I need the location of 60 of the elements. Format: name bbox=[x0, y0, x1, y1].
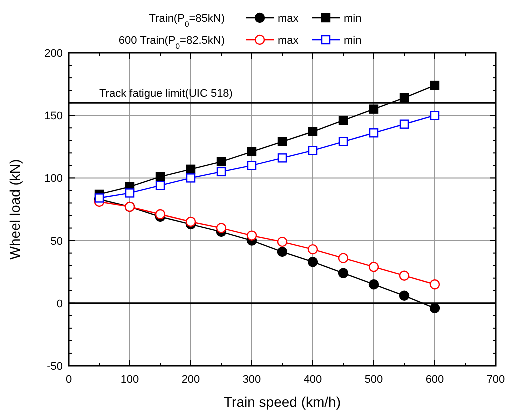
y-tick-label: 0 bbox=[56, 298, 63, 310]
point bbox=[247, 161, 257, 170]
point bbox=[278, 154, 288, 163]
legend-label: min bbox=[344, 13, 362, 25]
point bbox=[277, 236, 288, 248]
text: Train(P$_{0}$=85kN) bbox=[149, 13, 225, 28]
point bbox=[338, 268, 349, 278]
point bbox=[369, 128, 379, 138]
y-axis-title: Wheel load (kN) bbox=[7, 159, 23, 260]
point bbox=[308, 244, 318, 255]
point bbox=[368, 280, 380, 290]
point bbox=[247, 147, 257, 157]
x-tick-label: 600 bbox=[426, 374, 444, 386]
point bbox=[156, 181, 166, 190]
x-tick-label: 0 bbox=[66, 374, 72, 386]
point bbox=[186, 174, 196, 183]
point bbox=[216, 167, 226, 177]
point bbox=[308, 146, 318, 156]
x-tick-label: 500 bbox=[364, 374, 384, 386]
point bbox=[186, 216, 196, 228]
point bbox=[430, 280, 440, 290]
y-tick-label: -50 bbox=[47, 361, 63, 373]
point bbox=[430, 111, 440, 120]
point bbox=[308, 127, 318, 136]
text: 600 Train(P$_{0}$=82.5kN) bbox=[118, 35, 225, 50]
x-tick-label: 100 bbox=[120, 374, 140, 386]
point bbox=[278, 137, 288, 146]
point bbox=[430, 80, 440, 90]
point bbox=[156, 172, 166, 182]
point bbox=[246, 230, 258, 241]
point bbox=[125, 188, 135, 198]
point bbox=[155, 209, 166, 220]
x-tick-label: 700 bbox=[486, 374, 506, 386]
legend-label: max bbox=[278, 13, 300, 25]
point bbox=[277, 246, 288, 258]
x-tick-label: 300 bbox=[242, 374, 262, 386]
y-tick-label: 200 bbox=[44, 48, 63, 60]
point bbox=[186, 164, 196, 174]
point bbox=[338, 116, 348, 126]
x-tick-label: 200 bbox=[182, 374, 200, 386]
y-tick-label: 50 bbox=[50, 236, 63, 248]
point bbox=[368, 262, 380, 272]
legend-label: max bbox=[278, 35, 300, 47]
x-axis-title: Train speed (km/h) bbox=[224, 394, 341, 410]
ref-line-label: Track fatigue limit(UIC 518) bbox=[100, 88, 233, 100]
point bbox=[338, 137, 348, 146]
legend-label: min bbox=[344, 35, 362, 47]
point bbox=[216, 223, 227, 234]
y-tick-label: 100 bbox=[44, 173, 63, 186]
point bbox=[430, 303, 440, 314]
x-tick-label: 400 bbox=[304, 374, 322, 386]
point bbox=[369, 104, 379, 114]
point bbox=[399, 270, 410, 281]
point bbox=[216, 157, 226, 167]
point bbox=[400, 93, 410, 103]
point bbox=[399, 290, 410, 301]
point bbox=[308, 256, 318, 268]
y-tick-label: 150 bbox=[44, 110, 63, 123]
point bbox=[338, 253, 349, 264]
point bbox=[400, 120, 410, 129]
